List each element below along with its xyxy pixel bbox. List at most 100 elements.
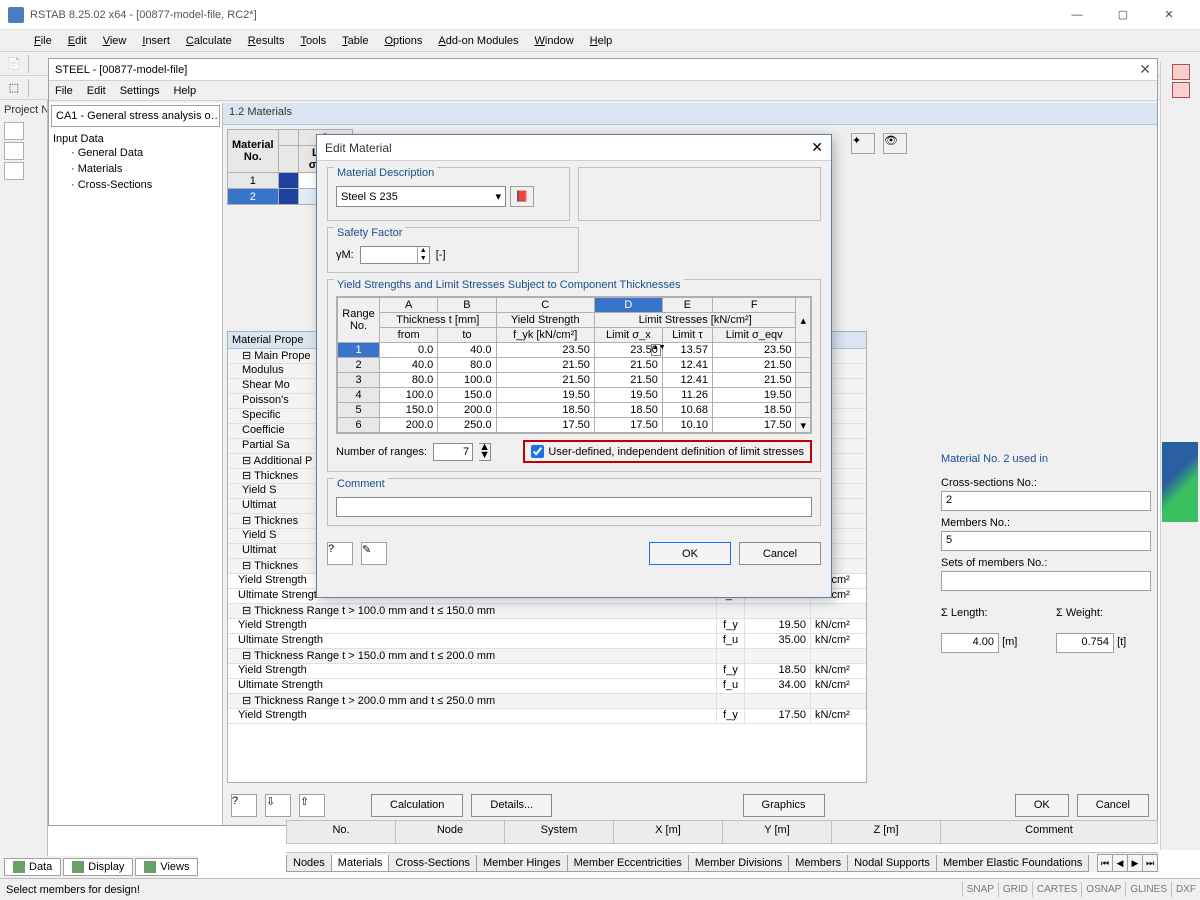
dialog-title: Edit Material: [325, 141, 811, 155]
steel-menu-file[interactable]: File: [55, 85, 73, 97]
steel-left-panel: CA1 - General stress analysis o…▾ Input …: [49, 103, 223, 825]
tab-nodes[interactable]: Nodes: [286, 855, 332, 872]
dialog-ok-button[interactable]: OK: [649, 542, 731, 565]
comment-input[interactable]: [336, 497, 812, 517]
tree-item-materials[interactable]: · Materials: [53, 161, 218, 177]
steel-ok-button[interactable]: OK: [1015, 794, 1069, 817]
yield-row[interactable]: 10.040.023.5023.50▲▼13.5723.50: [338, 343, 811, 358]
right-icon-1[interactable]: [1172, 64, 1190, 80]
dialog-close-icon[interactable]: ✕: [811, 139, 823, 156]
nav-icon-3[interactable]: [4, 162, 24, 180]
main-titlebar: RSTAB 8.25.02 x64 - [00877-model-file, R…: [0, 0, 1200, 30]
tree-item-general-data[interactable]: · General Data: [53, 145, 218, 161]
view-button[interactable]: 👁: [883, 133, 907, 154]
yield-row[interactable]: 5150.0200.018.5018.5010.6818.50: [338, 403, 811, 418]
tree-root[interactable]: Input Data: [53, 133, 218, 145]
status-cartes[interactable]: CARTES: [1032, 882, 1081, 897]
tab-nodal-supports[interactable]: Nodal Supports: [847, 855, 937, 872]
nav-icon-1[interactable]: [4, 122, 24, 140]
graphics-button[interactable]: Graphics: [743, 794, 825, 817]
right-tool-strip: [1160, 62, 1200, 850]
right-icon-2[interactable]: [1172, 82, 1190, 98]
pick-button[interactable]: ✦: [851, 133, 875, 154]
tab-nav-button[interactable]: ⏮: [1097, 854, 1113, 872]
tab-members[interactable]: Members: [788, 855, 848, 872]
details-button[interactable]: Details...: [471, 794, 552, 817]
steel-menu-edit[interactable]: Edit: [87, 85, 106, 97]
prop-row: ⊟ Thickness Range t > 150.0 mm and t ≤ 2…: [228, 649, 866, 664]
user-defined-checkbox[interactable]: [531, 445, 544, 458]
steel-menu-settings[interactable]: Settings: [120, 85, 160, 97]
menu-options[interactable]: Options: [376, 33, 430, 49]
nav-tab-data[interactable]: Data: [4, 858, 61, 876]
minimize-button[interactable]: —: [1054, 0, 1100, 30]
app-title: RSTAB 8.25.02 x64 - [00877-model-file, R…: [30, 9, 1054, 21]
close-button[interactable]: ✕: [1146, 0, 1192, 30]
info-col: No.: [287, 821, 396, 843]
menu-file[interactable]: File: [26, 33, 60, 49]
menu-add-on-modules[interactable]: Add-on Modules: [430, 33, 526, 49]
yield-table[interactable]: Range No. AB C D EF ▴ Thickness t [mm] Y…: [336, 296, 812, 434]
prop-row: Ultimate Strengthf_u35.00kN/cm²: [228, 634, 866, 649]
yield-row[interactable]: 240.080.021.5021.5012.4121.50: [338, 358, 811, 373]
menu-view[interactable]: View: [95, 33, 135, 49]
status-grid[interactable]: GRID: [998, 882, 1032, 897]
maximize-button[interactable]: ▢: [1100, 0, 1146, 30]
yield-row[interactable]: 380.0100.021.5021.5012.4121.50: [338, 373, 811, 388]
tab-nav-button[interactable]: ◀: [1112, 854, 1128, 872]
prop-row: ⊟ Thickness Range t > 100.0 mm and t ≤ 1…: [228, 604, 866, 619]
ranges-spinner[interactable]: ▲▼: [479, 443, 491, 461]
menu-insert[interactable]: Insert: [134, 33, 178, 49]
nav-tab-views[interactable]: Views: [135, 858, 198, 876]
tree-item-cross-sections[interactable]: · Cross-Sections: [53, 177, 218, 193]
info-col: System: [505, 821, 614, 843]
tool-misc-icon[interactable]: ⬚: [4, 78, 24, 98]
bottom-tabs: NodesMaterialsCross-SectionsMember Hinge…: [286, 852, 1158, 872]
tab-member-eccentricities[interactable]: Member Eccentricities: [567, 855, 689, 872]
menu-window[interactable]: Window: [527, 33, 582, 49]
tab-nav-button[interactable]: ⏭: [1142, 854, 1158, 872]
library-button[interactable]: 📕: [510, 186, 534, 207]
ranges-input[interactable]: 7: [433, 443, 473, 461]
load-case-combo[interactable]: CA1 - General stress analysis o…▾: [51, 105, 220, 127]
nav-tab-display[interactable]: Display: [63, 858, 133, 876]
tool-new-icon[interactable]: 📄: [4, 54, 24, 74]
yield-row[interactable]: 4100.0150.019.5019.5011.2619.50: [338, 388, 811, 403]
steel-close-icon[interactable]: ✕: [1139, 61, 1151, 78]
calculation-button[interactable]: Calculation: [371, 794, 463, 817]
material-desc-combo[interactable]: Steel S 235▾: [336, 186, 506, 207]
nav-icon-2[interactable]: [4, 142, 24, 160]
used-in-header: Material No. 2 used in: [941, 451, 1151, 471]
status-snap[interactable]: SNAP: [962, 882, 998, 897]
menu-help[interactable]: Help: [582, 33, 621, 49]
tab-member-hinges[interactable]: Member Hinges: [476, 855, 568, 872]
export-icon[interactable]: ⇩: [265, 794, 291, 817]
main-menubar: FileEditViewInsertCalculateResultsToolsT…: [0, 30, 1200, 52]
steel-menu-help[interactable]: Help: [173, 85, 196, 97]
status-glines[interactable]: GLINES: [1125, 882, 1171, 897]
status-dxf[interactable]: DXF: [1171, 882, 1200, 897]
prop-row: Yield Strengthf_y19.50kN/cm²: [228, 619, 866, 634]
edit-material-dialog: Edit Material ✕ Material Description Ste…: [316, 134, 832, 598]
tab-member-elastic-foundations[interactable]: Member Elastic Foundations: [936, 855, 1089, 872]
steel-cancel-button[interactable]: Cancel: [1077, 794, 1149, 817]
help-icon[interactable]: ?: [231, 794, 257, 817]
menu-results[interactable]: Results: [240, 33, 293, 49]
dialog-help-icon[interactable]: ?: [327, 542, 353, 565]
menu-tools[interactable]: Tools: [292, 33, 334, 49]
tab-member-divisions[interactable]: Member Divisions: [688, 855, 789, 872]
menu-edit[interactable]: Edit: [60, 33, 95, 49]
dialog-edit-icon[interactable]: ✎: [361, 542, 387, 565]
tab-materials[interactable]: Materials: [331, 855, 390, 872]
import-icon[interactable]: ⇧: [299, 794, 325, 817]
dialog-cancel-button[interactable]: Cancel: [739, 542, 821, 565]
menu-table[interactable]: Table: [334, 33, 376, 49]
yield-row[interactable]: 6200.0250.017.5017.5010.1017.50▾: [338, 418, 811, 433]
tab-cross-sections[interactable]: Cross-Sections: [388, 855, 477, 872]
steel-titlebar: STEEL - [00877-model-file] ✕: [49, 59, 1157, 81]
prop-row: ⊟ Thickness Range t > 200.0 mm and t ≤ 2…: [228, 694, 866, 709]
status-osnap[interactable]: OSNAP: [1081, 882, 1125, 897]
tab-nav-button[interactable]: ▶: [1127, 854, 1143, 872]
members-box: 5: [941, 531, 1151, 551]
menu-calculate[interactable]: Calculate: [178, 33, 240, 49]
